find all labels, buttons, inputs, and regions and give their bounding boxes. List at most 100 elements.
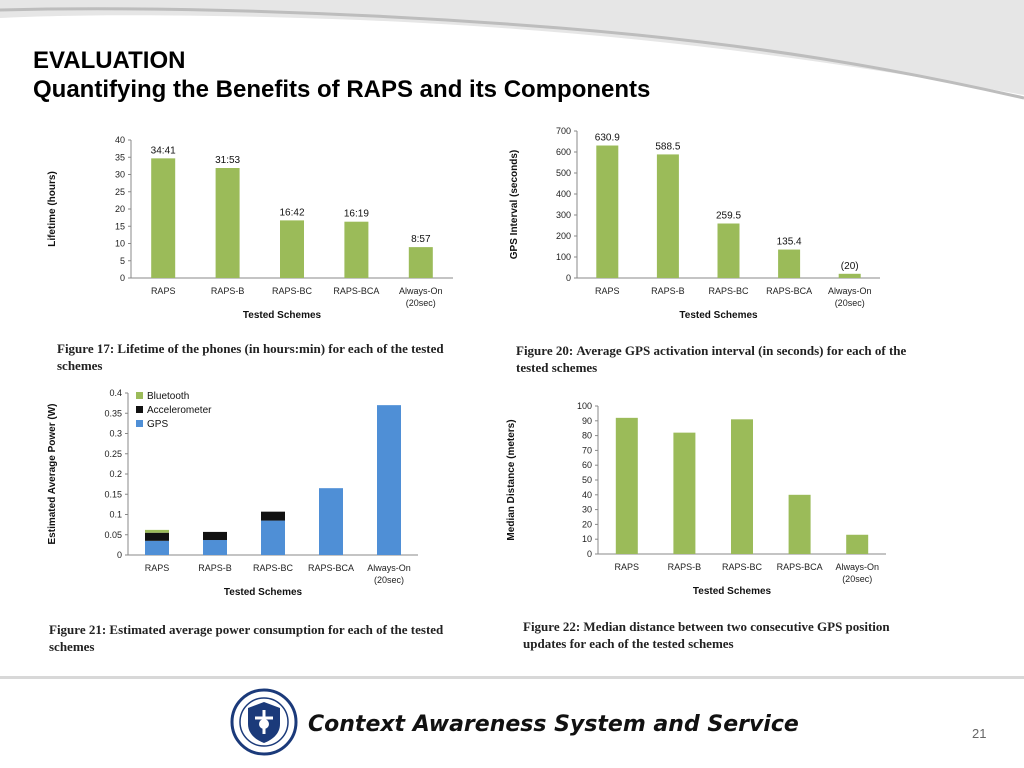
slide-subheading: Quantifying the Benefits of RAPS and its… [33, 76, 651, 103]
bar [408, 247, 433, 278]
x-tick-sublabel: (20sec) [842, 574, 872, 584]
y-tick-label: 200 [556, 231, 571, 241]
bar [673, 432, 696, 554]
y-tick-label: 60 [582, 460, 592, 470]
y-tick-label: 90 [582, 416, 592, 426]
bar-gps [145, 540, 169, 555]
y-tick-label: 700 [556, 126, 571, 136]
data-label: 8:57 [411, 234, 431, 245]
y-tick-label: 0.4 [109, 388, 122, 398]
y-tick-label: 30 [115, 170, 125, 180]
y-tick-label: 30 [582, 505, 592, 515]
y-tick-label: 80 [582, 431, 592, 441]
data-label: 34:41 [151, 145, 176, 156]
y-tick-label: 0.25 [104, 449, 122, 459]
x-tick-label: RAPS-B [668, 562, 702, 572]
data-label: 588.5 [655, 141, 680, 152]
x-tick-label: Always-On [367, 563, 411, 573]
x-tick-label: RAPS-BC [253, 563, 294, 573]
data-label: 31:53 [215, 155, 240, 166]
power-chart: 0 0.05 0.1 0.15 0.2 0.25 0.3 0.35 0.4 Estimated A… [47, 388, 418, 598]
x-tick-label: RAPS-BCA [777, 562, 823, 572]
y-axis-label: Estimated Average Power (W) [47, 404, 58, 545]
bar [717, 223, 740, 278]
x-tick-label: RAPS-B [651, 286, 685, 296]
y-tick-label: 100 [577, 401, 592, 411]
y-tick-label: 10 [582, 534, 592, 544]
y-tick-label: 20 [582, 519, 592, 529]
bar-bluetooth [145, 529, 169, 533]
bar-accelerometer [203, 531, 227, 541]
x-tick-sublabel: (20sec) [374, 575, 404, 585]
data-label: (20) [841, 261, 859, 272]
bar [838, 273, 861, 278]
bar [151, 158, 176, 278]
y-tick-label: 35 [115, 152, 125, 162]
bar-accelerometer [145, 532, 169, 541]
figure-22-panel: 0 10 20 30 40 50 60 70 80 90 100 Median Distance (m… [502, 388, 928, 668]
bar-gps [261, 520, 285, 555]
y-axis-label: Lifetime (hours) [47, 171, 58, 247]
y-tick-label: 15 [115, 221, 125, 231]
x-tick-label: RAPS-BC [708, 286, 749, 296]
footer-divider [0, 676, 1024, 679]
y-tick-label: 5 [120, 256, 125, 266]
y-tick-label: 40 [582, 490, 592, 500]
figure-20-panel: 0 100 200 300 400 500 600 700 GPS Interval (seco… [505, 118, 925, 380]
x-tick-label: RAPS-BC [272, 286, 313, 296]
gps-interval-chart: 0 100 200 300 400 500 600 700 GPS Interval (seco… [509, 126, 880, 321]
figure-17-label: Figure 17: [57, 341, 115, 356]
figure-21-label: Figure 21: [49, 622, 107, 637]
x-tick-label: RAPS [595, 286, 620, 296]
bar [596, 145, 619, 278]
y-tick-label: 70 [582, 445, 592, 455]
legend-swatch [136, 406, 143, 413]
slide-heading: EVALUATION [33, 47, 186, 74]
bar [615, 417, 638, 554]
figure-22-caption: Figure 22: Median distance between two c… [523, 618, 923, 652]
bar [344, 221, 369, 278]
figure-20-caption: Figure 20: Average GPS activation interv… [516, 342, 916, 376]
x-tick-sublabel: (20sec) [835, 298, 865, 308]
data-label: 135.4 [777, 237, 802, 248]
legend-swatch [136, 420, 143, 427]
x-axis-label: Tested Schemes [679, 310, 758, 321]
y-tick-label: 400 [556, 189, 571, 199]
y-tick-label: 100 [556, 252, 571, 262]
data-label: 259.5 [716, 211, 741, 222]
x-tick-label: Always-On [828, 286, 872, 296]
y-tick-label: 0 [117, 550, 122, 560]
figure-22-text: Median distance between two consecutive … [523, 619, 890, 651]
y-tick-label: 0.35 [104, 408, 122, 418]
bar-accelerometer [261, 511, 285, 521]
y-tick-label: 0 [566, 273, 571, 283]
y-tick-label: 500 [556, 168, 571, 178]
x-tick-label: RAPS-BCA [333, 286, 379, 296]
data-label: 16:19 [344, 209, 369, 220]
y-tick-label: 300 [556, 210, 571, 220]
y-tick-label: 0.1 [109, 510, 122, 520]
x-tick-label: RAPS [145, 563, 170, 573]
y-tick-label: 20 [115, 204, 125, 214]
bar-gps [319, 488, 343, 555]
x-axis-label: Tested Schemes [243, 310, 322, 321]
footer-title: Context Awareness System and Service [308, 712, 799, 737]
bar-gps [377, 405, 401, 555]
bar-gps [203, 540, 227, 555]
y-tick-label: 0.2 [109, 469, 122, 479]
y-tick-label: 600 [556, 147, 571, 157]
x-tick-label: RAPS-B [211, 286, 245, 296]
bar [846, 534, 869, 554]
y-tick-label: 0.05 [104, 530, 122, 540]
y-tick-label: 0.15 [104, 489, 122, 499]
legend-label: GPS [147, 419, 168, 430]
x-tick-sublabel: (20sec) [406, 298, 436, 308]
figure-17-caption: Figure 17: Lifetime of the phones (in ho… [57, 340, 453, 374]
y-tick-label: 10 [115, 239, 125, 249]
x-tick-label: RAPS-BCA [766, 286, 812, 296]
x-axis-label: Tested Schemes [693, 586, 772, 597]
university-seal-icon [230, 688, 298, 756]
figure-17-panel: 0 5 10 15 20 25 30 35 40 Lifetime (hours) RAPS RAPS… [43, 118, 455, 376]
bar [280, 220, 304, 278]
y-tick-label: 0 [587, 549, 592, 559]
